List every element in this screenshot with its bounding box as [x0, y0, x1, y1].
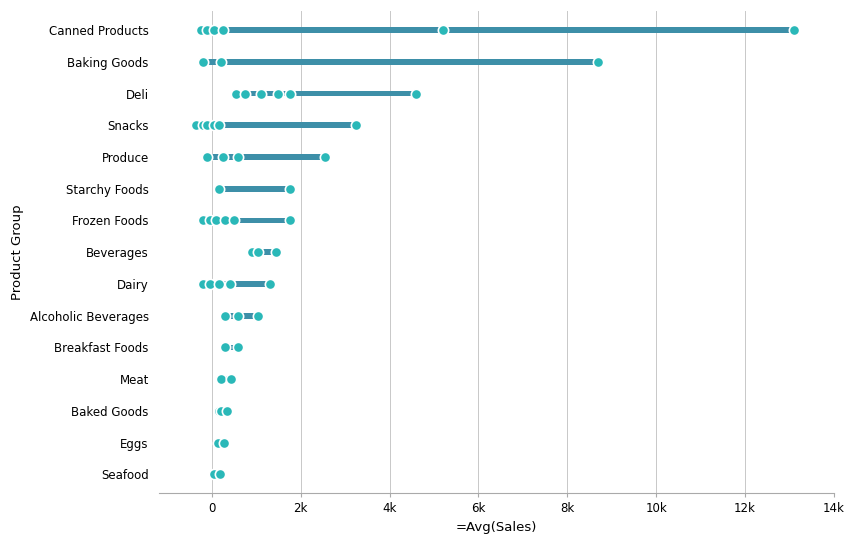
Point — [224, 375, 238, 384]
Point — [196, 58, 210, 66]
Point — [200, 121, 214, 130]
Point — [214, 375, 228, 384]
Point — [788, 26, 801, 34]
Point — [211, 407, 225, 415]
Bar — [218, 376, 231, 382]
Point — [282, 184, 296, 193]
Bar — [223, 313, 259, 318]
Point — [349, 121, 363, 130]
Point — [318, 153, 332, 161]
Point — [232, 311, 246, 320]
Point — [196, 280, 210, 288]
Bar — [234, 90, 416, 96]
Point — [282, 216, 296, 225]
Point — [214, 407, 228, 415]
Point — [229, 89, 243, 98]
Point — [223, 280, 236, 288]
Bar — [223, 344, 239, 350]
Point — [218, 311, 232, 320]
Bar — [203, 27, 794, 33]
Point — [220, 407, 234, 415]
Point — [282, 89, 296, 98]
Bar — [196, 123, 356, 128]
Point — [252, 248, 265, 257]
Point — [193, 26, 207, 34]
Point — [207, 121, 221, 130]
Point — [409, 89, 423, 98]
Bar — [205, 59, 598, 65]
X-axis label: =Avg(Sales): =Avg(Sales) — [455, 521, 537, 534]
Point — [232, 343, 246, 352]
Point — [263, 280, 276, 288]
Point — [217, 438, 231, 447]
Bar — [203, 281, 270, 287]
Point — [211, 121, 225, 130]
Point — [200, 26, 214, 34]
Point — [245, 248, 259, 257]
Bar — [214, 471, 222, 477]
Point — [271, 89, 285, 98]
Point — [207, 470, 221, 479]
Point — [227, 216, 241, 225]
Point — [196, 121, 210, 130]
Point — [211, 438, 224, 447]
Bar — [250, 250, 276, 255]
Point — [213, 470, 227, 479]
Point — [218, 343, 232, 352]
Point — [252, 311, 265, 320]
Point — [203, 280, 217, 288]
Point — [207, 26, 221, 34]
Y-axis label: Product Group: Product Group — [11, 204, 24, 300]
Point — [211, 280, 225, 288]
Point — [210, 216, 223, 225]
Point — [214, 58, 228, 66]
Point — [216, 153, 229, 161]
Point — [591, 58, 605, 66]
Point — [200, 153, 214, 161]
Bar — [207, 154, 325, 160]
Point — [232, 153, 246, 161]
Point — [270, 248, 283, 257]
Point — [203, 216, 217, 225]
Bar — [203, 217, 289, 223]
Point — [238, 89, 252, 98]
Point — [189, 121, 203, 130]
Bar — [218, 408, 227, 414]
Point — [218, 216, 232, 225]
Point — [254, 89, 268, 98]
Bar — [218, 186, 289, 192]
Point — [436, 26, 449, 34]
Point — [211, 184, 225, 193]
Bar — [217, 440, 224, 445]
Point — [196, 216, 210, 225]
Point — [216, 26, 229, 34]
